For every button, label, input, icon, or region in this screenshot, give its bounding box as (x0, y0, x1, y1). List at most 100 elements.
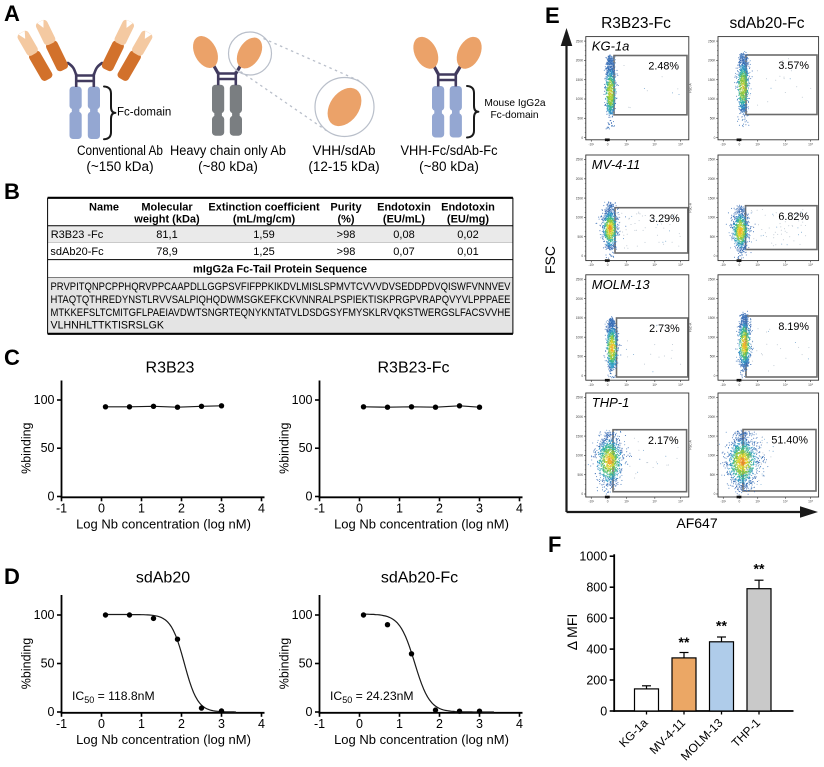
svg-text:2: 2 (436, 717, 443, 731)
svg-text:KG-1a: KG-1a (592, 39, 630, 54)
svg-text:10³: 10³ (624, 383, 629, 387)
svg-text:10⁵: 10⁵ (808, 500, 814, 504)
svg-text:0,08: 0,08 (393, 229, 414, 241)
svg-text:10⁵: 10⁵ (678, 263, 684, 267)
svg-text:150K: 150K (576, 434, 584, 438)
svg-text:3: 3 (476, 501, 483, 515)
svg-text:200K: 200K (708, 297, 716, 301)
svg-text:>98: >98 (337, 246, 356, 258)
svg-text:0: 0 (607, 500, 609, 504)
svg-text:200K: 200K (576, 415, 584, 419)
svg-text:sdAb20: sdAb20 (136, 570, 190, 587)
svg-text:250K: 250K (708, 39, 716, 43)
svg-text:0: 0 (306, 705, 313, 719)
svg-text:Name: Name (89, 202, 119, 214)
svg-text:0: 0 (739, 383, 741, 387)
svg-text:-10³: -10³ (720, 263, 726, 267)
svg-text:150K: 150K (708, 434, 716, 438)
svg-text:R3B23-Fc: R3B23-Fc (377, 360, 449, 377)
svg-text:10⁵: 10⁵ (678, 383, 684, 387)
svg-text:**: ** (679, 634, 690, 650)
svg-text:10⁴: 10⁴ (652, 263, 658, 267)
svg-text:0: 0 (581, 254, 583, 258)
svg-text:MTKKEFSLTCMITGFLPAEIAVDWTSNGRT: MTKKEFSLTCMITGFLPAEIAVDWTSNGRTEQNYKNTATV… (51, 307, 511, 319)
svg-text:800: 800 (586, 581, 607, 595)
svg-text:Δ MFI: Δ MFI (564, 614, 580, 651)
svg-text:50K: 50K (578, 473, 585, 477)
svg-text:4: 4 (516, 717, 523, 731)
svg-text:-10³: -10³ (588, 263, 594, 267)
svg-text:250K: 250K (576, 278, 584, 282)
svg-text:2: 2 (178, 501, 185, 515)
svg-text:(~150 kDa): (~150 kDa) (86, 159, 153, 174)
svg-text:100K: 100K (576, 454, 584, 458)
svg-text:B: B (4, 179, 20, 204)
svg-text:100: 100 (34, 608, 55, 622)
svg-text:10⁵: 10⁵ (678, 500, 684, 504)
svg-text:0: 0 (739, 263, 741, 267)
svg-text:Fc-domain: Fc-domain (117, 107, 171, 119)
svg-text:50K: 50K (710, 117, 717, 121)
svg-text:1: 1 (138, 501, 145, 515)
svg-text:250K: 250K (576, 158, 584, 162)
svg-text:1: 1 (138, 717, 145, 731)
svg-text:Heavy chain only Ab: Heavy chain only Ab (170, 143, 286, 158)
svg-text:2.73%: 2.73% (649, 323, 680, 335)
svg-text:0: 0 (600, 704, 607, 718)
svg-text:%binding: %binding (20, 422, 34, 473)
svg-text:-10³: -10³ (588, 142, 594, 146)
svg-text:0: 0 (306, 490, 313, 504)
svg-text:200K: 200K (708, 415, 716, 419)
svg-text:sdAb20-Fc: sdAb20-Fc (381, 570, 458, 587)
svg-text:0,02: 0,02 (457, 229, 478, 241)
svg-text:%binding: %binding (278, 638, 292, 689)
svg-text:%binding: %binding (20, 638, 34, 689)
svg-text:FSC: FSC (542, 246, 558, 274)
svg-text:0: 0 (98, 501, 105, 515)
svg-text:10³: 10³ (624, 500, 629, 504)
svg-text:-10³: -10³ (588, 500, 594, 504)
svg-text:VHH-Fc/sdAb-Fc: VHH-Fc/sdAb-Fc (401, 143, 498, 158)
svg-text:50K: 50K (578, 235, 585, 239)
svg-text:100K: 100K (576, 97, 584, 101)
svg-text:2.48%: 2.48% (648, 61, 679, 73)
svg-text:50K: 50K (578, 117, 585, 121)
svg-text:10³: 10³ (755, 500, 760, 504)
svg-text:0: 0 (714, 136, 716, 140)
svg-text:100K: 100K (708, 335, 716, 339)
svg-text:1: 1 (396, 501, 403, 515)
svg-text:sdAb20-Fc: sdAb20-Fc (50, 246, 104, 258)
svg-text:10⁵: 10⁵ (808, 383, 814, 387)
svg-text:-10³: -10³ (720, 500, 726, 504)
svg-text:**: ** (754, 561, 765, 577)
svg-text:Log Nb concentration (log nM): Log Nb concentration (log nM) (76, 732, 251, 747)
svg-text:100K: 100K (708, 97, 716, 101)
svg-text:150K: 150K (708, 196, 716, 200)
svg-text:>98: >98 (337, 229, 356, 241)
svg-text:Conventional Ab: Conventional Ab (77, 143, 163, 158)
svg-text:3: 3 (218, 501, 225, 515)
svg-text:PRVPITQNPCPPHQRVPPCAAPDLLGGPSV: PRVPITQNPCPPHQRVPPCAAPDLLGGPSVFIFPPKIKDV… (51, 281, 512, 293)
svg-text:50K: 50K (710, 235, 717, 239)
svg-text:10⁴: 10⁴ (652, 383, 658, 387)
svg-text:1: 1 (396, 717, 403, 731)
svg-text:50: 50 (41, 657, 55, 671)
svg-text:10⁴: 10⁴ (783, 142, 789, 146)
svg-text:-1: -1 (314, 717, 325, 731)
svg-text:**: ** (716, 618, 727, 634)
svg-text:10⁴: 10⁴ (783, 263, 789, 267)
svg-text:0: 0 (581, 136, 583, 140)
svg-text:0: 0 (98, 717, 105, 731)
svg-text:0: 0 (48, 705, 55, 719)
svg-text:3: 3 (476, 717, 483, 731)
svg-text:250K: 250K (576, 396, 584, 400)
svg-text:R3B23: R3B23 (146, 360, 195, 377)
svg-text:4: 4 (516, 501, 523, 515)
svg-text:100K: 100K (576, 335, 584, 339)
svg-text:400: 400 (586, 642, 607, 656)
svg-text:0: 0 (739, 142, 741, 146)
svg-text:1000: 1000 (579, 550, 607, 564)
svg-text:150K: 150K (708, 78, 716, 82)
svg-text:0: 0 (356, 717, 363, 731)
svg-text:0: 0 (714, 492, 716, 496)
